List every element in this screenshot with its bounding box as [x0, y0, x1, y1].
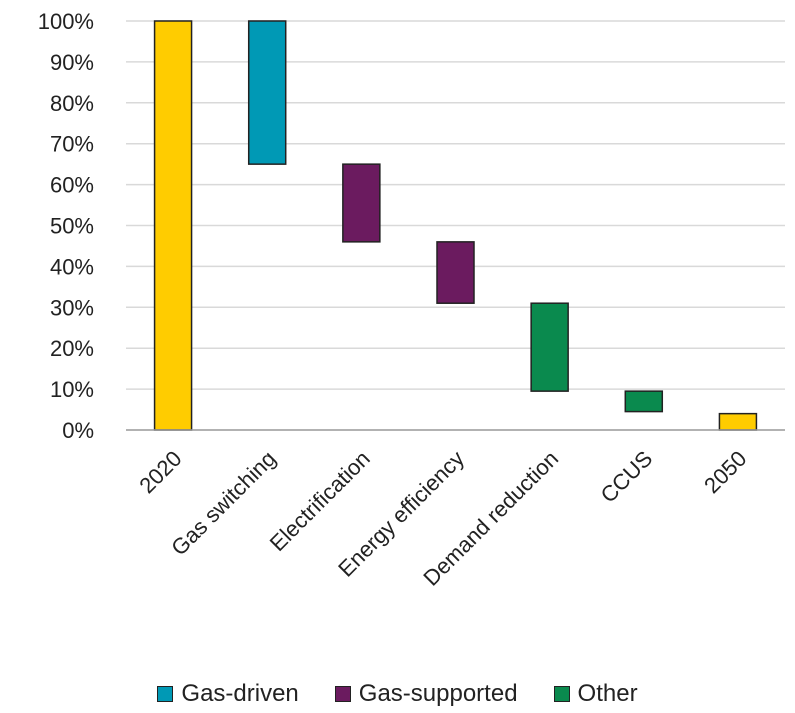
- bar-gas-switching: [247, 20, 287, 165]
- legend-swatch-gas-supported: [334, 686, 351, 702]
- y-tick-label: 0%: [62, 418, 94, 443]
- y-tick-label: 30%: [50, 295, 94, 320]
- legend-item-gas-supported: Gas-supported: [334, 680, 518, 708]
- bars: [153, 20, 758, 431]
- legend-swatch-gas-driven: [157, 686, 174, 702]
- y-tick-label: 80%: [50, 91, 94, 116]
- legend-label-other: Other: [577, 680, 638, 707]
- bar-energy-efficiency: [436, 241, 475, 304]
- y-axis-tick-labels: 0% 10% 20% 30% 40% 50% 60% 70% 80% 90% 100%: [38, 9, 94, 443]
- bar-2020: [153, 20, 193, 431]
- bar-ccus: [624, 390, 664, 413]
- x-category-label: 2050: [699, 446, 751, 498]
- bar-demand-reduction: [530, 302, 569, 392]
- gridlines: [126, 20, 785, 390]
- legend-label-gas-driven: Gas-driven: [181, 680, 299, 707]
- y-tick-label: 100%: [38, 9, 94, 34]
- bar-2050: [718, 412, 758, 431]
- x-category-label: 2020: [134, 446, 186, 498]
- y-tick-label: 90%: [50, 50, 94, 75]
- y-tick-label: 70%: [50, 132, 94, 157]
- legend-swatch-other: [553, 686, 570, 702]
- bar-electrification: [342, 163, 381, 243]
- x-category-label: CCUS: [596, 446, 658, 508]
- legend-label-gas-supported: Gas-supported: [358, 680, 518, 707]
- y-tick-label: 50%: [50, 214, 94, 239]
- legend-item-gas-driven: Gas-driven: [157, 680, 299, 708]
- waterfall-chart: 0% 10% 20% 30% 40% 50% 60% 70% 80% 90% 100% 2020Ga…: [38, 9, 785, 591]
- legend: Gas-driven Gas-supported Other: [0, 676, 795, 712]
- legend-item-other: Other: [553, 680, 638, 708]
- y-tick-label: 40%: [50, 254, 94, 279]
- y-tick-label: 10%: [50, 377, 94, 402]
- y-tick-label: 60%: [50, 173, 94, 198]
- y-tick-label: 20%: [50, 336, 94, 361]
